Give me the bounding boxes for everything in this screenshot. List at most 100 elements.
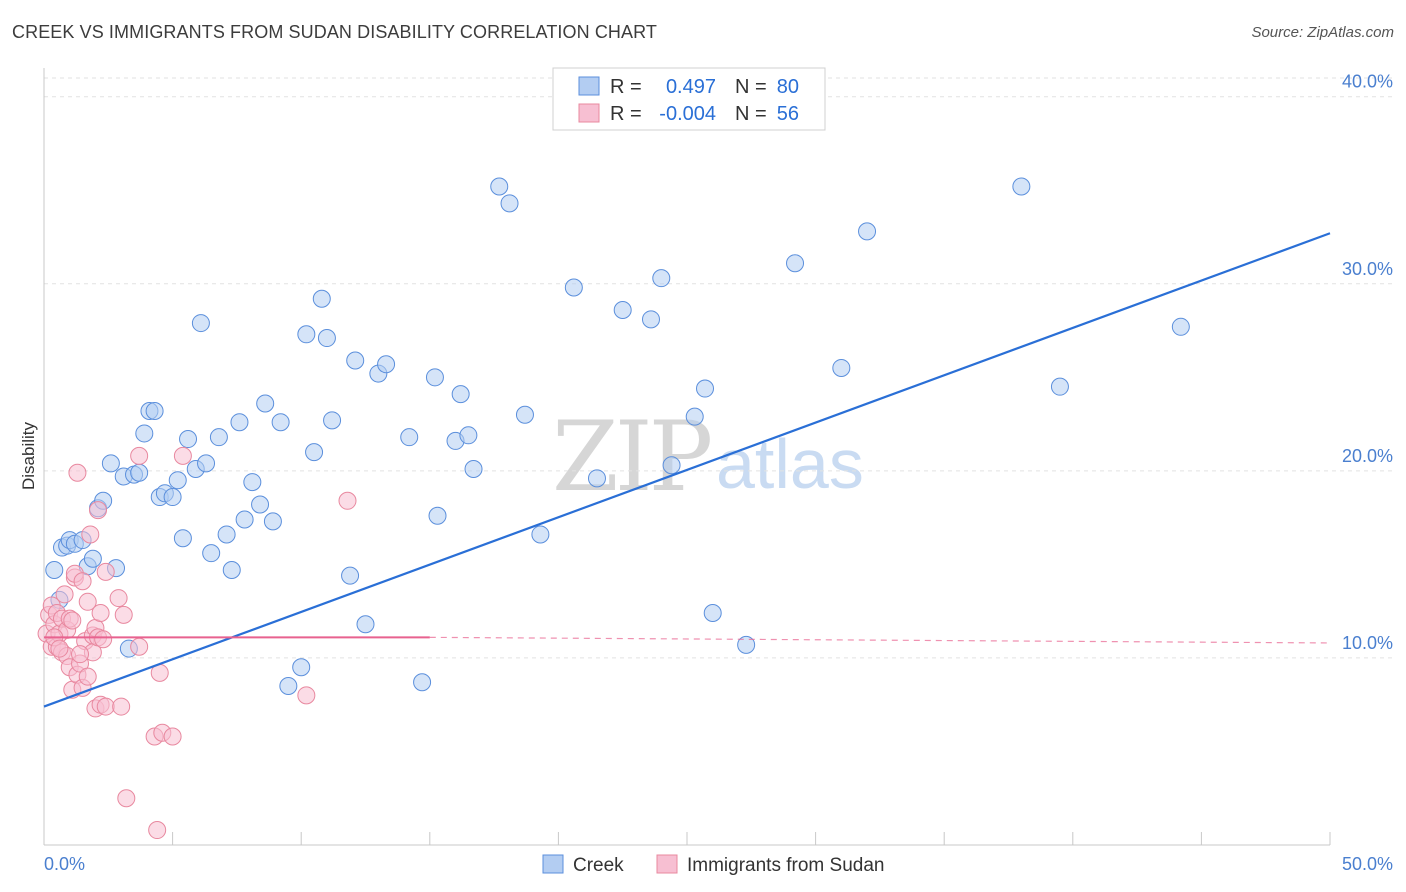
creek-series-label: Creek (573, 855, 624, 876)
creek-point (356, 615, 375, 634)
creek-point (346, 351, 365, 370)
creek-point (1050, 377, 1069, 396)
stats-legend: R = 0.497 N = 80 R = -0.004 N = 56 (552, 67, 826, 131)
creek-point (400, 428, 419, 447)
y-axis-title: Disability (19, 421, 38, 490)
sudan-point (55, 585, 74, 604)
creek-point (1171, 317, 1190, 336)
creek-point (191, 314, 210, 333)
creek-point (230, 413, 249, 432)
creek-point (428, 506, 447, 525)
creek-point (101, 454, 120, 473)
sudan-point (96, 697, 115, 716)
creek-point (222, 561, 241, 580)
chart-title: CREEK VS IMMIGRANTS FROM SUDAN DISABILIT… (12, 22, 657, 42)
creek-r-label: R = (610, 76, 642, 98)
creek-point (202, 544, 221, 563)
creek-legend-swatch (578, 76, 600, 96)
creek-point (641, 310, 660, 329)
creek-point (305, 443, 324, 462)
creek-point (197, 454, 216, 473)
sudan-series-label: Immigrants from Sudan (687, 855, 884, 876)
sudan-legend-swatch (578, 103, 600, 123)
creek-point (451, 385, 470, 404)
creek-point (297, 325, 316, 344)
x-tick-label-max: 50.0% (1342, 854, 1393, 874)
creek-point (209, 428, 228, 447)
creek-point (279, 676, 298, 695)
creek-point (256, 394, 275, 413)
creek-point (323, 411, 342, 430)
x-tick-label-min: 0.0% (44, 854, 85, 874)
creek-point (613, 300, 632, 319)
creek-point (858, 222, 877, 241)
creek-point (263, 512, 282, 531)
sudan-point (130, 446, 149, 465)
creek-point (685, 407, 704, 426)
creek-point (135, 424, 154, 443)
sudan-point (117, 789, 136, 808)
sudan-point (63, 611, 82, 630)
creek-point (832, 358, 851, 377)
creek-point (696, 379, 715, 398)
watermark-atlas: atlas (716, 425, 864, 503)
creek-point (317, 329, 336, 348)
sudan-point (297, 686, 316, 705)
creek-point (243, 473, 262, 492)
sudan-point (91, 604, 110, 623)
creek-series-swatch (542, 854, 564, 874)
creek-point (587, 469, 606, 488)
sudan-point (109, 589, 128, 608)
creek-point (173, 529, 192, 548)
creek-point (652, 269, 671, 288)
creek-n-value: 80 (777, 76, 799, 98)
y-tick-label: 10.0% (1342, 633, 1393, 653)
tick-layer: 10.0% 20.0% 30.0% 40.0% (43, 72, 1393, 845)
sudan-r-value: -0.004 (659, 103, 716, 125)
creek-point (271, 413, 290, 432)
sudan-point (112, 697, 131, 716)
creek-point (459, 426, 478, 445)
creek-trend-line (43, 232, 1331, 708)
sudan-point (71, 645, 90, 664)
creek-point (45, 561, 64, 580)
y-tick-label: 20.0% (1342, 446, 1393, 466)
sudan-r-label: R = (610, 103, 642, 125)
sudan-n-value: 56 (777, 103, 799, 125)
sudan-point (81, 525, 100, 544)
creek-r-value: 0.497 (666, 76, 716, 98)
creek-point (737, 635, 756, 654)
creek-point (564, 278, 583, 297)
source-label: Source: ZipAtlas.com (1251, 24, 1394, 41)
sudan-point (163, 727, 182, 746)
creek-point (786, 254, 805, 273)
sudan-point (50, 639, 69, 658)
creek-point (490, 177, 509, 196)
creek-point (377, 355, 396, 374)
sudan-point (173, 446, 192, 465)
creek-point (312, 289, 331, 308)
creek-n-label: N = (735, 76, 767, 98)
trend-layer (43, 232, 1331, 708)
creek-point (251, 495, 270, 514)
creek-point (235, 510, 254, 529)
sudan-point (68, 463, 87, 482)
creek-point (179, 430, 198, 449)
y-tick-label: 40.0% (1342, 72, 1393, 92)
creek-point (341, 566, 360, 585)
creek-point (292, 658, 311, 677)
creek-point (500, 194, 519, 213)
creek-point (163, 488, 182, 507)
sudan-point (78, 667, 97, 686)
points-layer (37, 177, 1190, 840)
sudan-point (130, 637, 149, 656)
sudan-point (114, 605, 133, 624)
series-legend: Creek Immigrants from Sudan (542, 854, 884, 876)
sudan-point (94, 630, 113, 649)
sudan-n-label: N = (735, 103, 767, 125)
creek-point (145, 401, 164, 420)
creek-point (662, 456, 681, 475)
creek-point (425, 368, 444, 387)
creek-point (413, 673, 432, 692)
